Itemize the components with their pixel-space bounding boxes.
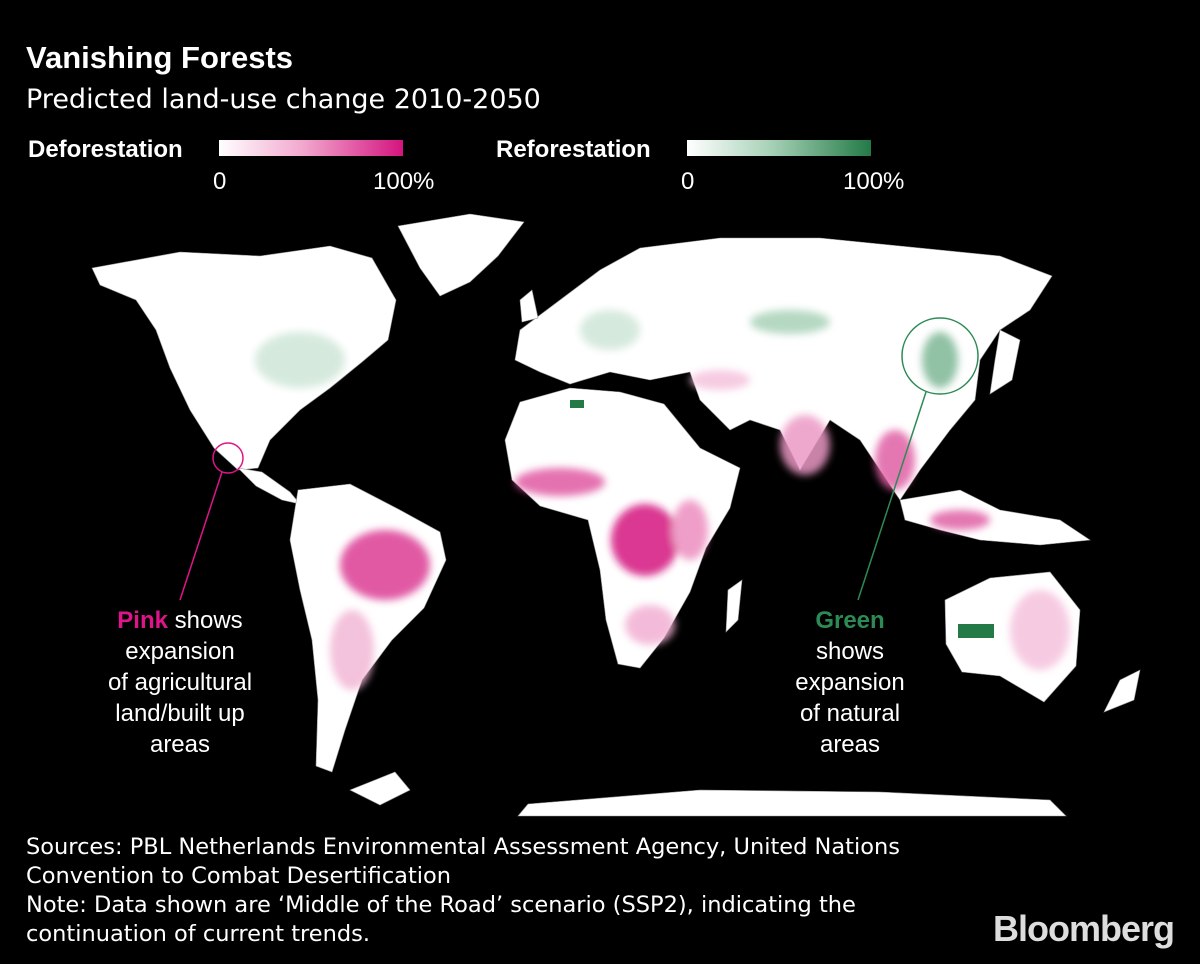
deforestation-central-africa xyxy=(611,504,679,576)
deforestation-indonesia xyxy=(930,510,990,530)
green-annotation-line: of natural xyxy=(799,700,901,727)
uk xyxy=(519,289,539,323)
green-annotation: Green shows expansion of natural areas xyxy=(780,605,920,760)
pink-annotation-line: expansion xyxy=(125,638,235,665)
world-map xyxy=(91,213,1141,817)
legend-deforestation-bar xyxy=(219,140,403,156)
deforestation-east-africa xyxy=(672,500,708,560)
deforestation-west-africa xyxy=(515,468,605,496)
sources-text: Sources: PBL Netherlands Environmental A… xyxy=(26,834,900,889)
pink-annotation: Pink shows expansion of agricultural lan… xyxy=(90,605,270,760)
pink-annotation-line: of agricultural xyxy=(107,669,253,696)
legend-reforestation-bar xyxy=(687,140,871,156)
reforestation-europe xyxy=(580,310,640,350)
pink-annotation-text: shows xyxy=(167,607,243,634)
pink-annotation-line: areas xyxy=(149,731,211,758)
deforestation-amazon xyxy=(340,530,430,600)
new-zealand xyxy=(1103,669,1141,713)
deforestation-southern-africa xyxy=(625,605,675,645)
legend-deforestation-label: Deforestation xyxy=(28,136,183,163)
chart-title: Vanishing Forests xyxy=(26,40,294,75)
deforestation-australia-edge xyxy=(1010,590,1070,670)
reforestation-central-asia xyxy=(750,310,830,334)
green-annotation-line: areas xyxy=(819,731,881,758)
note-text: Note: Data shown are ‘Middle of the Road… xyxy=(26,892,856,947)
green-annotation-highlight: Green xyxy=(815,607,885,634)
deforestation-se-asia xyxy=(875,430,915,490)
antarctica xyxy=(517,789,1067,817)
legend-deforestation-min: 0 xyxy=(213,168,227,195)
deforestation-south-america-south xyxy=(330,610,374,690)
bloomberg-logo: Bloomberg xyxy=(992,908,1175,949)
madagascar xyxy=(725,579,743,633)
pointer-line-green xyxy=(857,391,927,601)
pointer-line-pink xyxy=(179,471,223,601)
reforestation-east-china xyxy=(922,332,958,388)
japan xyxy=(989,329,1021,395)
green-annotation-line: shows xyxy=(815,638,885,665)
footer: Sources: PBL Netherlands Environmental A… xyxy=(26,833,986,949)
central-america xyxy=(237,467,301,505)
legend-reforestation-min: 0 xyxy=(681,168,695,195)
chart-subtitle: Predicted land-use change 2010-2050 xyxy=(26,84,541,115)
deforestation-india xyxy=(780,415,830,475)
north-america xyxy=(91,245,397,471)
pink-annotation-line: land/built up xyxy=(115,700,245,727)
legend-deforestation-max: 100% xyxy=(373,168,435,195)
legend-reforestation-max: 100% xyxy=(843,168,905,195)
highlight-circle-mexico xyxy=(212,442,244,474)
se-asia-islands xyxy=(899,489,1091,546)
antarctic-peninsula xyxy=(349,771,411,806)
deforestation-middle-east xyxy=(690,370,750,390)
green-annotation-line: expansion xyxy=(795,669,905,696)
reforestation-us xyxy=(255,332,345,388)
reforestation-australia xyxy=(958,624,994,638)
reforestation-sahara xyxy=(570,400,584,408)
legend-reforestation-label: Reforestation xyxy=(496,136,651,163)
pink-annotation-highlight: Pink xyxy=(117,607,168,634)
highlight-circle-china xyxy=(901,317,979,395)
greenland xyxy=(397,213,525,297)
